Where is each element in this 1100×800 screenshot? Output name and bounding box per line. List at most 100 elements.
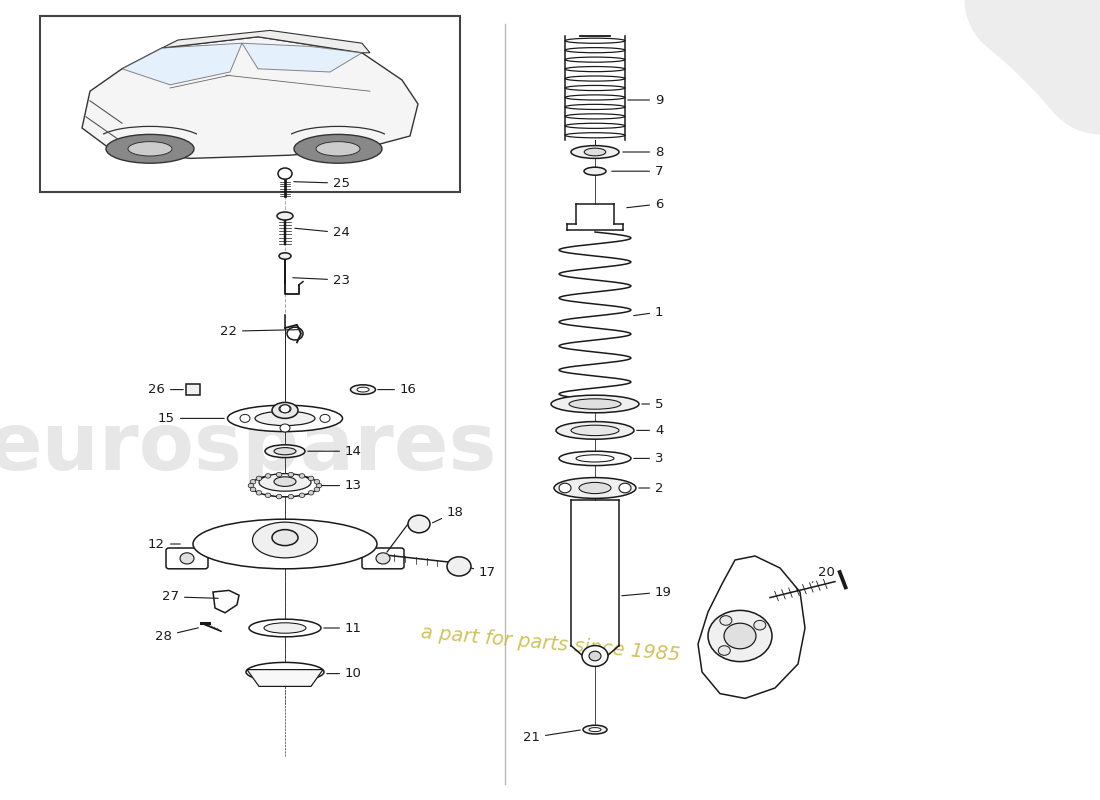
Circle shape	[408, 515, 430, 533]
Circle shape	[265, 493, 271, 498]
Ellipse shape	[128, 142, 172, 156]
Ellipse shape	[556, 422, 634, 439]
Circle shape	[256, 490, 262, 495]
Circle shape	[280, 405, 290, 413]
Circle shape	[299, 493, 305, 498]
Circle shape	[754, 620, 766, 630]
Ellipse shape	[277, 212, 293, 220]
Circle shape	[288, 472, 294, 477]
Ellipse shape	[571, 146, 619, 158]
Text: 1: 1	[634, 306, 663, 318]
Text: 18: 18	[432, 506, 464, 523]
Circle shape	[180, 553, 194, 564]
Circle shape	[719, 616, 732, 626]
Circle shape	[315, 487, 320, 492]
Text: 16: 16	[377, 383, 417, 396]
Ellipse shape	[274, 447, 296, 454]
Circle shape	[718, 646, 730, 655]
Circle shape	[708, 610, 772, 662]
Circle shape	[308, 476, 314, 481]
Ellipse shape	[192, 519, 377, 569]
Circle shape	[308, 490, 314, 495]
Circle shape	[276, 472, 282, 477]
Ellipse shape	[272, 530, 298, 546]
Ellipse shape	[279, 405, 292, 413]
Text: 9: 9	[628, 94, 663, 106]
Ellipse shape	[565, 57, 625, 62]
Ellipse shape	[106, 134, 194, 163]
Circle shape	[588, 651, 601, 661]
Circle shape	[315, 479, 320, 484]
Ellipse shape	[584, 167, 606, 175]
Text: 23: 23	[293, 274, 350, 286]
Ellipse shape	[565, 86, 625, 90]
Ellipse shape	[565, 95, 625, 100]
Circle shape	[251, 487, 256, 492]
Circle shape	[447, 557, 471, 576]
Text: 3: 3	[634, 452, 663, 465]
FancyBboxPatch shape	[362, 548, 404, 569]
Ellipse shape	[251, 474, 319, 497]
Text: 5: 5	[641, 398, 663, 410]
Ellipse shape	[246, 662, 324, 682]
Ellipse shape	[569, 399, 622, 409]
Circle shape	[724, 623, 756, 649]
Text: eurospares: eurospares	[0, 409, 497, 487]
Ellipse shape	[565, 66, 625, 72]
Polygon shape	[242, 43, 362, 72]
Circle shape	[316, 483, 322, 488]
Ellipse shape	[351, 385, 375, 394]
Text: 11: 11	[323, 622, 362, 634]
Ellipse shape	[576, 454, 614, 462]
Ellipse shape	[253, 522, 318, 558]
Ellipse shape	[551, 395, 639, 413]
Ellipse shape	[554, 478, 636, 498]
Text: a part for parts since 1985: a part for parts since 1985	[419, 623, 681, 665]
Text: 8: 8	[623, 146, 663, 158]
Text: 15: 15	[158, 412, 224, 425]
Ellipse shape	[316, 142, 360, 156]
FancyBboxPatch shape	[40, 16, 460, 192]
Polygon shape	[248, 670, 323, 686]
Circle shape	[320, 414, 330, 422]
Ellipse shape	[265, 445, 305, 458]
Circle shape	[280, 424, 290, 432]
Text: 17: 17	[471, 566, 496, 579]
Ellipse shape	[565, 114, 625, 119]
Circle shape	[559, 483, 571, 493]
Ellipse shape	[274, 477, 296, 486]
Ellipse shape	[279, 253, 292, 259]
Circle shape	[240, 414, 250, 422]
Ellipse shape	[294, 134, 382, 163]
Polygon shape	[698, 556, 805, 698]
Ellipse shape	[272, 402, 298, 418]
Ellipse shape	[584, 148, 606, 156]
Text: 26: 26	[148, 383, 184, 396]
Text: 10: 10	[327, 667, 362, 680]
Ellipse shape	[565, 48, 625, 53]
Text: 27: 27	[162, 590, 218, 603]
Text: 22: 22	[220, 325, 298, 338]
Ellipse shape	[559, 451, 631, 466]
FancyBboxPatch shape	[166, 548, 208, 569]
Circle shape	[265, 474, 271, 478]
Ellipse shape	[579, 482, 610, 494]
Bar	[186, 384, 200, 395]
Circle shape	[619, 483, 631, 493]
Text: 4: 4	[637, 424, 663, 437]
Circle shape	[251, 479, 256, 484]
Text: 13: 13	[322, 479, 362, 492]
Circle shape	[376, 553, 390, 564]
Ellipse shape	[588, 728, 601, 731]
Ellipse shape	[264, 622, 306, 634]
Circle shape	[288, 494, 294, 499]
Ellipse shape	[258, 474, 311, 491]
Circle shape	[256, 476, 262, 481]
Ellipse shape	[565, 133, 625, 138]
Ellipse shape	[228, 406, 342, 432]
Ellipse shape	[571, 426, 619, 435]
Ellipse shape	[255, 411, 315, 426]
Ellipse shape	[565, 104, 625, 110]
Text: 7: 7	[612, 165, 663, 178]
Ellipse shape	[249, 619, 321, 637]
